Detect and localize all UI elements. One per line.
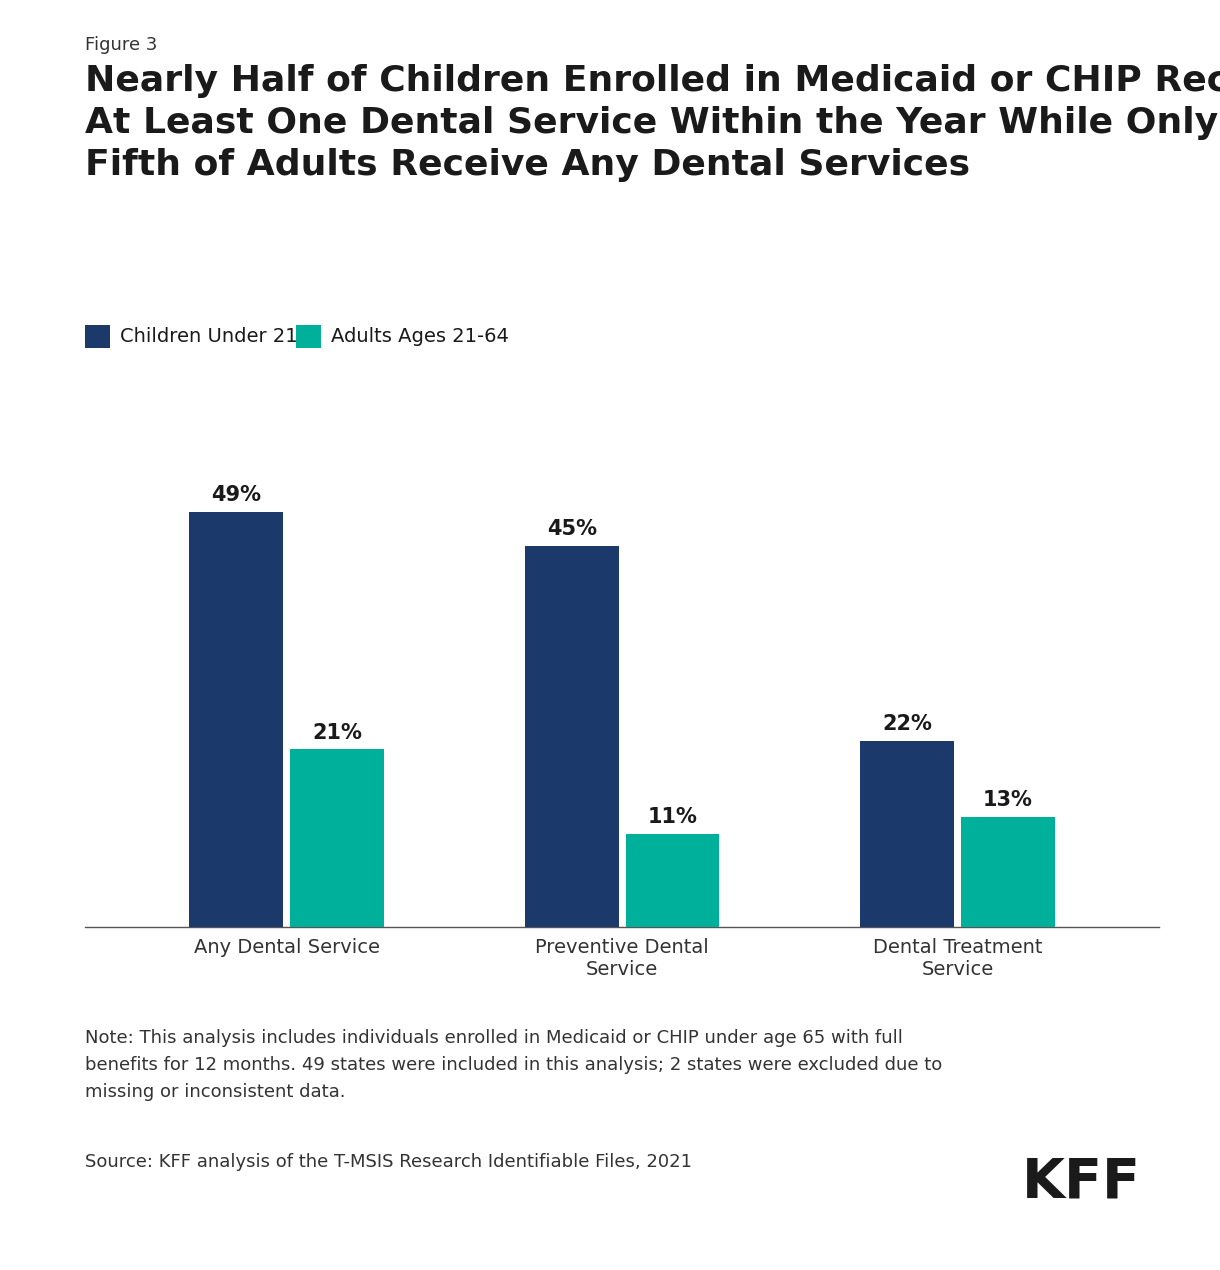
Text: Figure 3: Figure 3 — [85, 36, 157, 53]
Bar — [290, 749, 384, 927]
Bar — [860, 740, 954, 927]
Text: 13%: 13% — [983, 790, 1033, 810]
Bar — [189, 512, 283, 927]
Bar — [525, 546, 619, 927]
Text: 45%: 45% — [547, 519, 597, 540]
Text: KFF: KFF — [1021, 1154, 1141, 1209]
Text: 49%: 49% — [211, 485, 261, 505]
Text: Adults Ages 21-64: Adults Ages 21-64 — [331, 328, 509, 345]
Text: Note: This analysis includes individuals enrolled in Medicaid or CHIP under age : Note: This analysis includes individuals… — [85, 1029, 943, 1101]
Text: 11%: 11% — [648, 808, 698, 827]
Text: Children Under 21: Children Under 21 — [120, 328, 298, 345]
Bar — [626, 834, 720, 927]
Text: Nearly Half of Children Enrolled in Medicaid or CHIP Receive
At Least One Dental: Nearly Half of Children Enrolled in Medi… — [85, 64, 1220, 182]
Text: 21%: 21% — [312, 723, 362, 743]
Text: 22%: 22% — [882, 714, 932, 734]
Text: Source: KFF analysis of the T-MSIS Research Identifiable Files, 2021: Source: KFF analysis of the T-MSIS Resea… — [85, 1153, 693, 1171]
Bar — [961, 817, 1055, 927]
